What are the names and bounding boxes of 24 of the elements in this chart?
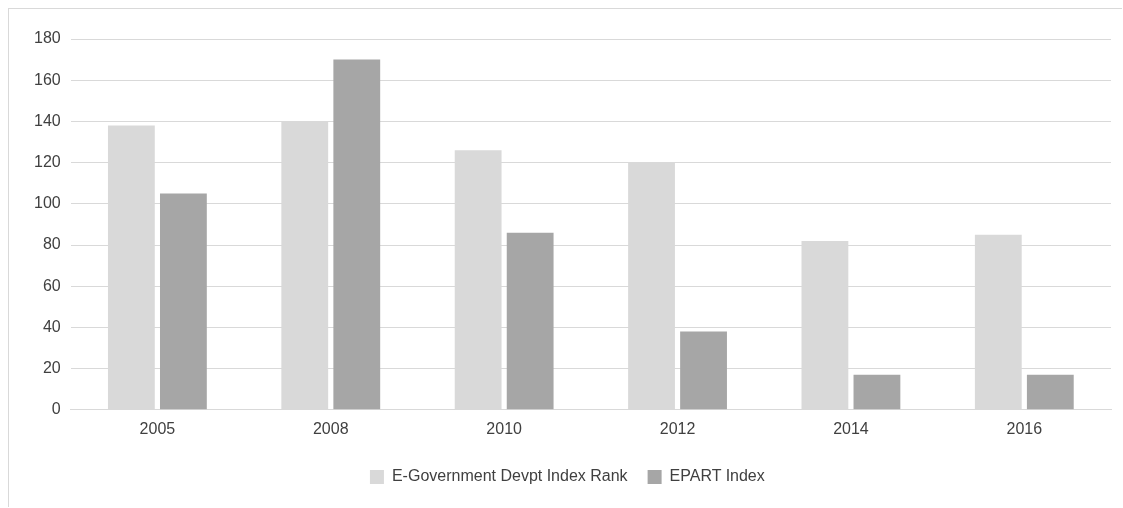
y-tick-label: 180 <box>33 29 61 47</box>
x-tick-label: 2014 <box>833 419 869 437</box>
y-tick-label: 120 <box>33 153 61 171</box>
x-tick-label: 2005 <box>139 419 176 437</box>
y-tick-label: 20 <box>42 359 61 377</box>
y-tick-label: 100 <box>33 194 61 212</box>
x-tick-label: 2010 <box>486 419 523 437</box>
bar <box>159 193 207 410</box>
y-tick-label: 140 <box>33 111 61 129</box>
bar <box>506 232 554 410</box>
legend-label: E-Government Devpt Index Rank <box>391 467 629 485</box>
legend-label: EPART Index <box>669 467 765 485</box>
x-tick-label: 2008 <box>312 419 349 437</box>
y-tick-label: 160 <box>33 70 61 88</box>
bar <box>1026 374 1074 410</box>
bar <box>333 59 381 410</box>
y-tick-label: 80 <box>42 235 61 253</box>
bar <box>853 374 901 410</box>
x-tick-label: 2012 <box>659 419 696 437</box>
x-tick-label: 2016 <box>1006 419 1043 437</box>
y-tick-label: 40 <box>42 317 61 335</box>
y-tick-label: 60 <box>42 276 61 294</box>
bar <box>680 331 727 410</box>
y-tick-label: 0 <box>51 400 61 418</box>
